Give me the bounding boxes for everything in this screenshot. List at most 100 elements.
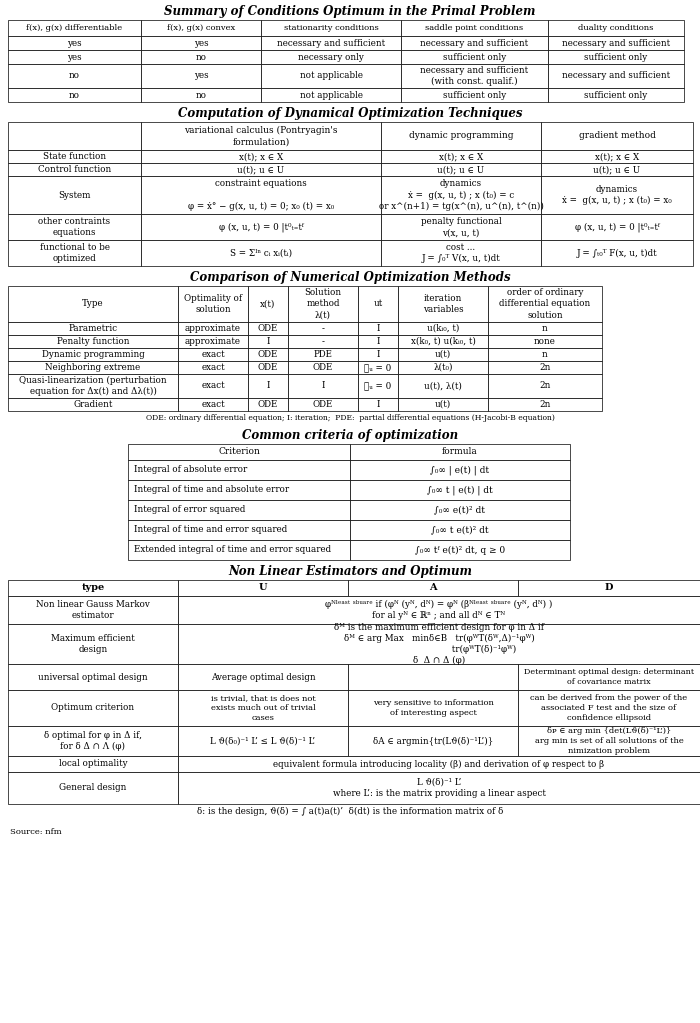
Bar: [8, 176, 141, 214]
Bar: [178, 348, 248, 361]
Bar: [8, 756, 178, 772]
Bar: [398, 322, 488, 335]
Bar: [398, 374, 488, 398]
Text: Summary of Conditions Optimum in the Primal Problem: Summary of Conditions Optimum in the Pri…: [164, 5, 536, 18]
Bar: [8, 664, 178, 690]
Bar: [288, 286, 358, 322]
Bar: [350, 520, 570, 540]
Bar: [358, 374, 398, 398]
Bar: [178, 664, 348, 690]
Bar: [8, 772, 178, 804]
Text: no: no: [69, 72, 80, 81]
Text: iteration
variables: iteration variables: [423, 294, 463, 314]
Text: u(t): u(t): [435, 400, 451, 409]
Text: Integral of error squared: Integral of error squared: [134, 505, 246, 515]
Text: sufficient only: sufficient only: [584, 52, 648, 61]
Bar: [348, 580, 518, 596]
Text: ℌᵤ = 0: ℌᵤ = 0: [365, 382, 391, 391]
Text: type: type: [81, 583, 104, 592]
Text: ODE: ODE: [313, 363, 333, 372]
Bar: [141, 240, 381, 266]
Text: Control function: Control function: [38, 165, 111, 174]
Bar: [518, 664, 700, 690]
Bar: [381, 150, 541, 163]
Bar: [488, 361, 602, 374]
Text: ODE: ODE: [258, 363, 278, 372]
Text: L ϑ(δ)⁻¹ L’
where L’: is the matrix providing a linear aspect: L ϑ(δ)⁻¹ L’ where L’: is the matrix prov…: [332, 777, 545, 798]
Text: sufficient only: sufficient only: [443, 52, 506, 61]
Text: necessary and sufficient
(with const. qualif.): necessary and sufficient (with const. qu…: [421, 65, 528, 86]
Text: dynamics
ẋ =  g(x, u, t) ; x (t₀) = c
or x^(n+1) = tg(x^(n), u^(n), t^(n)): dynamics ẋ = g(x, u, t) ; x (t₀) = c or…: [379, 179, 543, 211]
Text: General design: General design: [60, 784, 127, 793]
Text: Comparison of Numerical Optimization Methods: Comparison of Numerical Optimization Met…: [190, 271, 510, 284]
Bar: [8, 580, 178, 596]
Text: necessary and sufficient: necessary and sufficient: [562, 39, 670, 47]
Bar: [8, 150, 141, 163]
Text: Average optimal design: Average optimal design: [211, 672, 315, 681]
Text: δᴹ is the maximum efficient design for φ in Δ if
δᴹ ∈ arg Max   minδ∈B   tr(φᵂT(: δᴹ is the maximum efficient design for φ…: [334, 623, 544, 665]
Bar: [141, 64, 261, 88]
Text: State function: State function: [43, 152, 106, 161]
Text: I: I: [321, 382, 325, 391]
Text: yes: yes: [67, 39, 82, 47]
Bar: [8, 348, 178, 361]
Text: exact: exact: [201, 400, 225, 409]
Text: Integral of time and absolute error: Integral of time and absolute error: [134, 486, 289, 494]
Text: I: I: [266, 337, 270, 346]
Text: ℌᵤ = 0: ℌᵤ = 0: [365, 363, 391, 372]
Bar: [398, 335, 488, 348]
Bar: [141, 122, 381, 150]
Bar: [548, 88, 684, 102]
Text: u(t), λ(t): u(t), λ(t): [424, 382, 462, 391]
Text: δᴘ ∈ arg min {det(Lϑ(δ)⁻¹L’)}
arg min is set of all solutions of the
nimization : δᴘ ∈ arg min {det(Lϑ(δ)⁻¹L’)} arg min is…: [535, 727, 683, 755]
Text: gradient method: gradient method: [579, 132, 655, 140]
Text: Integral of time and error squared: Integral of time and error squared: [134, 526, 287, 534]
Bar: [261, 50, 401, 64]
Text: u(t); u ∈ U: u(t); u ∈ U: [438, 165, 484, 174]
Text: -: -: [321, 324, 325, 333]
Bar: [261, 64, 401, 88]
Bar: [541, 150, 693, 163]
Bar: [8, 214, 141, 240]
Text: approximate: approximate: [185, 337, 241, 346]
Bar: [398, 361, 488, 374]
Bar: [128, 460, 350, 480]
Text: ut: ut: [373, 300, 383, 309]
Bar: [261, 88, 401, 102]
Bar: [401, 36, 548, 50]
Bar: [141, 20, 261, 36]
Bar: [248, 348, 288, 361]
Bar: [8, 690, 178, 726]
Bar: [141, 163, 381, 176]
Bar: [141, 36, 261, 50]
Bar: [358, 286, 398, 322]
Text: Dynamic programming: Dynamic programming: [41, 350, 144, 359]
Bar: [8, 374, 178, 398]
Text: functional to be
optimized: functional to be optimized: [39, 242, 109, 263]
Text: dynamic programming: dynamic programming: [409, 132, 513, 140]
Bar: [141, 50, 261, 64]
Text: Penalty function: Penalty function: [57, 337, 130, 346]
Bar: [8, 322, 178, 335]
Bar: [248, 374, 288, 398]
Text: ODE: ODE: [258, 324, 278, 333]
Text: sufficient only: sufficient only: [443, 90, 506, 99]
Text: necessary only: necessary only: [298, 52, 364, 61]
Bar: [348, 726, 518, 756]
Text: J = ∫ₜ₀ᵀ F(x, u, t)dt: J = ∫ₜ₀ᵀ F(x, u, t)dt: [577, 249, 657, 258]
Text: dynamics
ẋ =  g(x, u, t) ; x (t₀) = x₀: dynamics ẋ = g(x, u, t) ; x (t₀) = x₀: [562, 185, 672, 206]
Bar: [288, 374, 358, 398]
Text: x(t): x(t): [260, 300, 276, 309]
Bar: [261, 20, 401, 36]
Text: PDE: PDE: [314, 350, 332, 359]
Bar: [8, 20, 141, 36]
Bar: [350, 540, 570, 560]
Text: System: System: [58, 190, 91, 199]
Bar: [381, 176, 541, 214]
Text: Source: nfm: Source: nfm: [10, 828, 62, 836]
Bar: [178, 286, 248, 322]
Text: x(k₀, t) u(kᵢ₀, t): x(k₀, t) u(kᵢ₀, t): [411, 337, 475, 346]
Text: equivalent formula introducing locality (β) and derivation of φ respect to β: equivalent formula introducing locality …: [274, 759, 605, 768]
Text: variational calculus (Pontryagin's
formulation): variational calculus (Pontryagin's formu…: [184, 126, 337, 146]
Text: exact: exact: [201, 350, 225, 359]
